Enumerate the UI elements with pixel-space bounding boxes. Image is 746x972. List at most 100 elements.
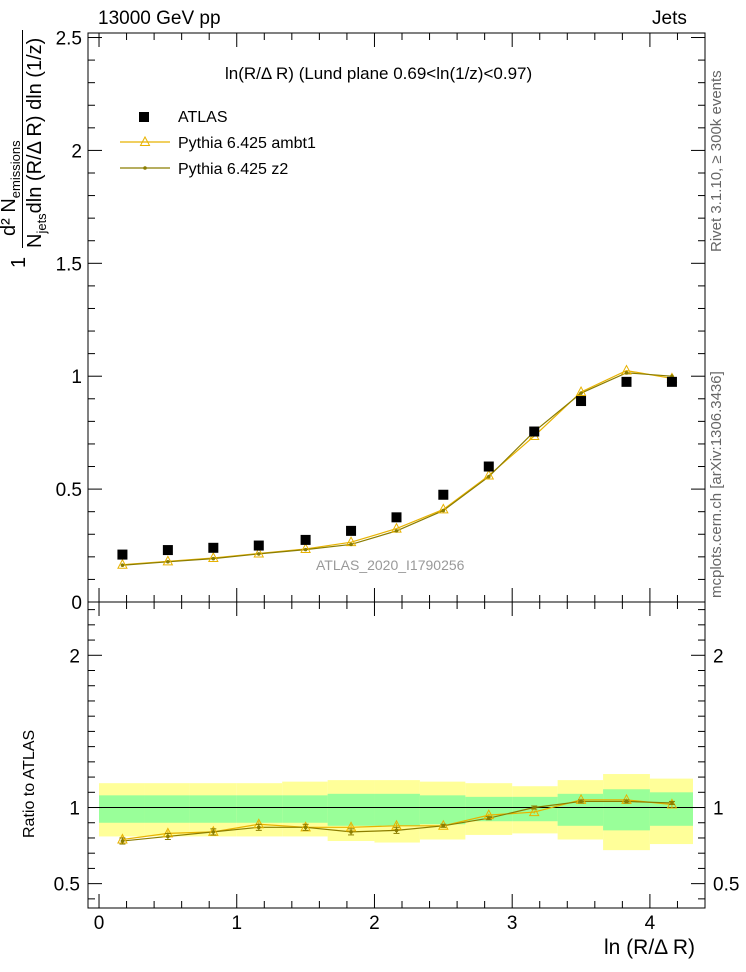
z2-marker xyxy=(624,371,629,375)
green-band-segment xyxy=(99,795,145,823)
ylabel-num-sub: emissions xyxy=(8,140,23,199)
main-ytick-label: 0.5 xyxy=(56,480,82,501)
green-band-segment xyxy=(419,795,466,825)
green-band-segment xyxy=(282,795,328,823)
z2-marker xyxy=(441,508,446,513)
ratio-ytick-label-right: 0.5 xyxy=(713,875,739,896)
atlas-data-point xyxy=(666,376,677,387)
z2-ratio-marker xyxy=(303,825,308,830)
main-ytick-label: 0 xyxy=(71,593,82,614)
ambt1-marker xyxy=(575,385,587,397)
z2-ratio-marker xyxy=(579,799,583,804)
z2-marker xyxy=(303,547,308,552)
mcplots-label: mcplots.cern.ch [arXiv:1306.3436] xyxy=(708,371,725,598)
ambt1-ratio-marker xyxy=(666,798,678,809)
plot-title: ln(R/Δ R) (Lund plane 0.69<ln(1/z)<0.97) xyxy=(225,64,533,83)
ambt1-marker xyxy=(483,469,495,480)
atlas-data-point xyxy=(576,396,587,407)
z2-ratio-marker xyxy=(256,825,261,830)
ambt1-marker xyxy=(117,558,128,569)
z2-marker xyxy=(256,552,261,556)
atlas-data-point xyxy=(208,542,219,553)
process-label: Jets xyxy=(652,8,687,29)
legend-atlas-marker xyxy=(139,112,149,122)
green-band-segment xyxy=(189,795,237,823)
atlas-data-point xyxy=(621,376,632,387)
analysis-watermark: ATLAS_2020_I1790256 xyxy=(316,557,465,573)
ratio-plot-frame xyxy=(87,601,706,909)
z2-marker xyxy=(394,529,399,533)
z2-ratio-marker xyxy=(120,839,125,843)
ambt1-ratio-marker xyxy=(528,806,540,817)
ylabel-den-sub: jets xyxy=(34,213,49,234)
legend-ambt1-marker xyxy=(139,135,151,146)
z2-marker xyxy=(486,474,491,479)
ylabel-one: 1 xyxy=(8,256,30,268)
legend-label: Pythia 6.425 ambt1 xyxy=(178,135,316,152)
main-ytick-label: 1.5 xyxy=(56,254,82,275)
main-ytick-label: 2 xyxy=(71,141,82,162)
z2-marker xyxy=(579,391,583,395)
z2-ratio-marker xyxy=(349,830,353,834)
ratio-ylabel: Ratio to ATLAS xyxy=(21,729,38,838)
atlas-data-point xyxy=(346,525,357,536)
atlas-data-point xyxy=(162,545,173,556)
z2-ratio-marker xyxy=(394,828,399,833)
green-band-segment xyxy=(144,795,190,823)
legend: ATLAS Pythia 6.425 ambt1 Pythia 6.425 z2 xyxy=(120,109,316,178)
rivet-label: Rivet 3.1.10, ≥ 300k events xyxy=(708,70,725,252)
ylabel-den-n: N xyxy=(24,233,46,248)
z2-marker xyxy=(166,560,170,564)
green-band-segment xyxy=(649,792,693,826)
ambt1-marker xyxy=(162,555,174,566)
xtick-label: 2 xyxy=(369,913,380,934)
ambt1-marker xyxy=(437,503,449,514)
main-ylabel: 1 d² Nemissions Njetsdln (R/Δ R) dln (1/… xyxy=(0,28,62,278)
ylabel-num: d² N xyxy=(0,198,20,236)
z2-ratio-marker xyxy=(486,816,491,820)
z2-marker xyxy=(211,556,216,561)
atlas-data-point xyxy=(253,540,264,551)
green-band-segment xyxy=(603,789,650,831)
ambt1-marker xyxy=(253,547,265,558)
ylabel-den-rest: dln (R/Δ R) dln (1/z) xyxy=(24,37,46,214)
ratio-uncertainty-bands xyxy=(99,774,693,851)
ratio-ytick-label: 1 xyxy=(69,799,80,820)
xtick-label: 4 xyxy=(645,913,656,934)
green-band-segment xyxy=(327,793,375,826)
z2-ratio-marker xyxy=(624,799,629,804)
main-ytick-label: 1 xyxy=(71,367,82,388)
legend-label: ATLAS xyxy=(178,109,228,126)
atlas-data-point xyxy=(300,534,311,545)
legend-label: Pythia 6.425 z2 xyxy=(178,161,288,178)
main-ytick-label: 2.5 xyxy=(56,29,82,50)
xlabel: ln (R/Δ R) xyxy=(604,936,696,959)
atlas-data-point xyxy=(483,461,494,472)
green-band-segment xyxy=(374,793,420,826)
z2-ratio-marker xyxy=(441,823,446,828)
xtick-label: 0 xyxy=(94,913,105,934)
z2-ratio-marker xyxy=(532,805,537,810)
ambt1-marker xyxy=(300,542,311,553)
ratio-ytick-label: 0.5 xyxy=(54,875,80,896)
z2-marker xyxy=(120,563,125,567)
green-band-segment xyxy=(557,793,604,826)
z2-line xyxy=(122,372,672,566)
atlas-data-point xyxy=(438,489,449,500)
xtick-label: 3 xyxy=(507,913,518,934)
z2-ratio-marker xyxy=(670,801,674,805)
z2-ratio-marker xyxy=(166,834,170,839)
ambt1-marker xyxy=(207,551,219,562)
xtick-label: 1 xyxy=(231,913,242,934)
ambt1-line xyxy=(122,369,673,566)
ratio-ytick-label-right: 1 xyxy=(713,799,724,820)
atlas-data-point xyxy=(117,549,128,560)
z2-ratio-marker xyxy=(211,830,216,834)
energy-label: 13000 GeV pp xyxy=(98,8,221,29)
atlas-data-point xyxy=(529,426,540,437)
ambt1-ratio-marker xyxy=(437,819,449,830)
ratio-ytick-label-right: 2 xyxy=(713,646,724,667)
green-band-segment xyxy=(236,795,283,823)
ratio-ytick-label: 2 xyxy=(69,646,80,667)
